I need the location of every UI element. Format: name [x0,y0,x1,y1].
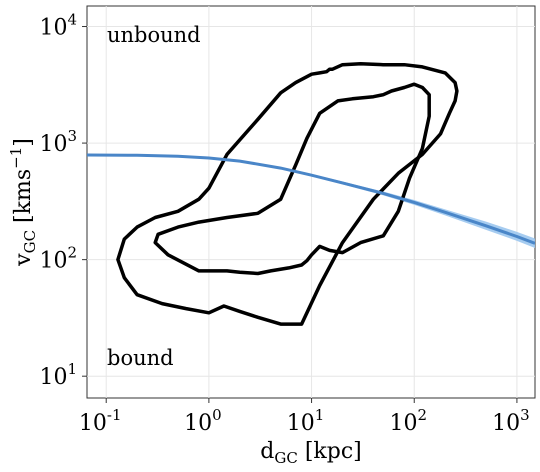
plot-area [86,5,536,399]
y-axis-label: vGC [kms−1] [7,138,39,267]
x-tick-label-0: 10-1 [79,406,122,436]
y-tick-label-2: 103 [39,127,77,157]
x-tick-labels: 10-1 100 101 102 103 [79,406,530,436]
y-tick-label-0: 101 [39,360,77,390]
bound-annotation: bound [107,346,174,370]
contour-outer [116,61,459,326]
x-tick-label-3: 102 [389,406,427,436]
contour-inner [153,82,431,276]
y-tick-label-1: 102 [39,244,77,274]
unbound-annotation: unbound [107,23,201,47]
x-tick-label-2: 101 [287,406,325,436]
x-tick-label-4: 103 [492,406,530,436]
y-tick-label-3: 104 [39,11,77,41]
x-axis-label: dGC [kpc] [260,439,361,467]
x-tick-label-1: 100 [184,406,222,436]
y-tick-labels: 101 102 103 104 [39,11,77,391]
contour-group [116,61,459,326]
escape-velocity-line-group [87,153,535,245]
grid-lines [82,6,535,403]
escape-velocity-line [87,153,535,245]
